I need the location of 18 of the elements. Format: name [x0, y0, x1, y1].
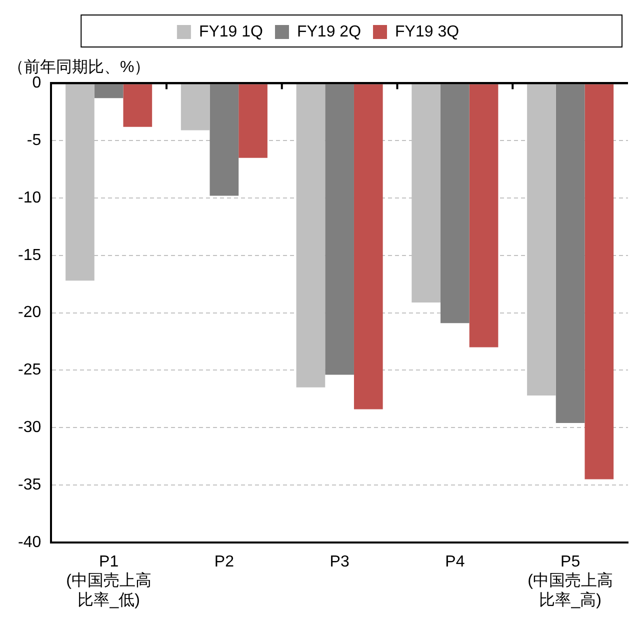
legend-label: FY19 2Q: [296, 23, 362, 40]
y-tick-label: 0: [32, 74, 42, 92]
y-tick-label: -30: [18, 419, 42, 436]
y-tick-label: -35: [18, 476, 42, 494]
x-tick-label: P4: [445, 553, 465, 570]
x-tick-label: P3: [330, 553, 350, 570]
x-tick-label: P2: [214, 553, 234, 570]
y-tick-label: -10: [18, 189, 42, 206]
x-tick-label: P1 (中国売上高比率_低): [66, 553, 152, 609]
y-tick-label: -5: [26, 132, 42, 150]
y-tick-label: -15: [18, 246, 42, 264]
y-axis-title: （前年同期比、%）: [8, 58, 150, 76]
legend-label: FY19 3Q: [395, 23, 460, 40]
legend-label: FY19 1Q: [198, 23, 263, 40]
y-tick-label: -40: [18, 534, 42, 551]
y-tick-label: -25: [18, 362, 42, 379]
x-tick-label: P5 (中国売上高比率_高): [528, 553, 613, 609]
y-tick-label: -20: [18, 304, 42, 322]
